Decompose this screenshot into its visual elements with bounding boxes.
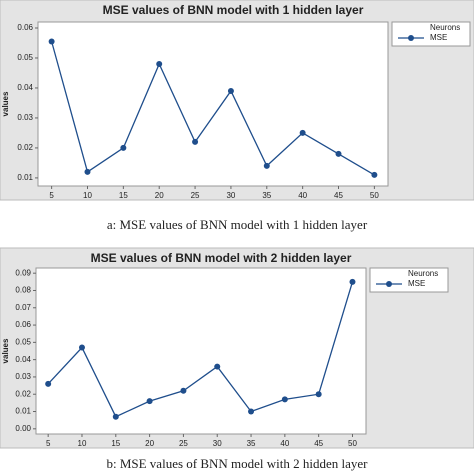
data-point	[214, 363, 221, 370]
y-tick-label: 0.07	[15, 303, 31, 312]
data-point	[371, 171, 378, 178]
x-tick-label: 50	[370, 191, 379, 200]
y-tick-label: 0.06	[15, 320, 31, 329]
x-tick-label: 45	[334, 191, 343, 200]
chart-title: MSE values of BNN model with 1 hidden la…	[103, 3, 364, 17]
legend-box	[391, 21, 471, 47]
x-tick-label: 20	[155, 191, 164, 200]
y-tick-label: 0.03	[17, 113, 33, 122]
series-line	[51, 41, 375, 176]
data-point	[315, 391, 322, 398]
data-point	[120, 144, 127, 151]
x-tick-label: 30	[213, 439, 222, 448]
data-point	[180, 387, 187, 394]
x-tick-label: 20	[145, 439, 154, 448]
legend-marker	[386, 281, 392, 287]
x-tick-label: 35	[262, 191, 271, 200]
data-point	[84, 168, 91, 175]
y-tick-label: 0.00	[15, 424, 31, 433]
data-point	[248, 408, 255, 415]
x-tick-label: 25	[191, 191, 200, 200]
y-tick-label: 0.03	[15, 372, 31, 381]
legend-marker	[408, 35, 414, 41]
plot-area	[35, 267, 367, 435]
data-point	[349, 278, 356, 285]
y-tick-label: 0.02	[17, 143, 33, 152]
data-point	[48, 38, 55, 45]
x-tick-label: 30	[226, 191, 235, 200]
x-tick-label: 10	[78, 439, 87, 448]
data-point	[112, 413, 119, 420]
y-tick-label: 0.01	[15, 407, 31, 416]
x-tick-label: 15	[111, 439, 120, 448]
x-tick-label: 40	[280, 439, 289, 448]
data-point	[263, 162, 270, 169]
x-tick-label: 5	[46, 439, 51, 448]
legend-box	[369, 267, 449, 293]
x-tick-label: 40	[298, 191, 307, 200]
y-tick-label: 0.06	[17, 23, 33, 32]
data-point	[299, 129, 306, 136]
plot-area	[37, 21, 389, 187]
caption: a: MSE values of BNN model with 1 hidden…	[107, 217, 368, 232]
chart-title: MSE values of BNN model with 2 hidden la…	[91, 251, 352, 265]
x-tick-label: 10	[83, 191, 92, 200]
data-point	[335, 150, 342, 157]
data-point	[45, 380, 52, 387]
series-line	[47, 281, 354, 418]
data-point	[227, 87, 234, 94]
y-tick-label: 0.05	[15, 337, 31, 346]
y-tick-label: 0.08	[15, 286, 31, 295]
y-tick-label: 0.01	[17, 173, 33, 182]
data-point	[281, 396, 288, 403]
x-tick-label: 15	[119, 191, 128, 200]
data-point	[156, 60, 163, 67]
data-point	[78, 344, 85, 351]
y-tick-label: 0.09	[15, 268, 31, 277]
legend-title: Neurons	[430, 23, 460, 32]
legend-label: MSE	[430, 33, 447, 42]
x-tick-label: 50	[348, 439, 357, 448]
x-tick-label: 25	[179, 439, 188, 448]
x-tick-label: 5	[49, 191, 54, 200]
data-point	[146, 398, 153, 405]
y-tick-label: 0.04	[17, 83, 33, 92]
y-tick-label: 0.05	[17, 53, 33, 62]
caption: b: MSE values of BNN model with 2 hidden…	[106, 456, 368, 471]
y-tick-label: 0.02	[15, 389, 31, 398]
legend-title: Neurons	[408, 269, 438, 278]
legend-label: MSE	[408, 279, 425, 288]
y-axis-label: values	[1, 338, 10, 363]
data-point	[192, 138, 199, 145]
x-tick-label: 45	[314, 439, 323, 448]
y-axis-label: values	[1, 91, 10, 116]
x-tick-label: 35	[247, 439, 256, 448]
y-tick-label: 0.04	[15, 355, 31, 364]
